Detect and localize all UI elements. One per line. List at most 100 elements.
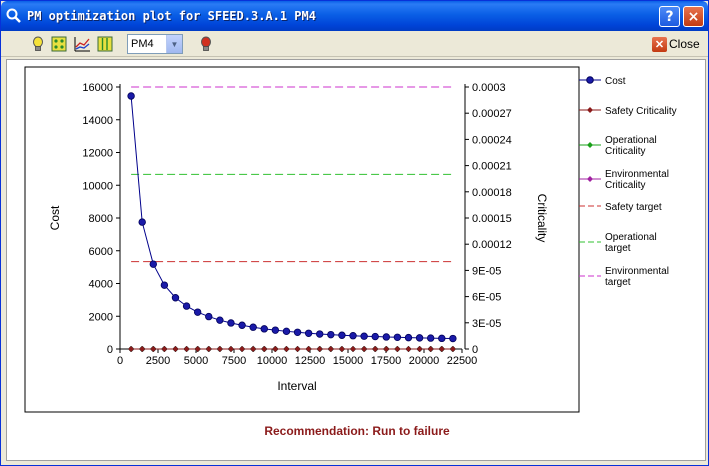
safety-criticality-point[interactable]: [138, 345, 146, 353]
cost-point[interactable]: [382, 333, 391, 341]
chart-frame: [24, 66, 580, 413]
y2-tick-label: 0.00015: [472, 213, 512, 225]
safety-criticality-point[interactable]: [194, 345, 201, 353]
safety-criticality-point[interactable]: [338, 345, 346, 353]
title-bar[interactable]: PM optimization plot for SFEED.3.A.1 PM4…: [1, 1, 708, 31]
cost-point[interactable]: [438, 334, 446, 343]
safety-criticality-point[interactable]: [305, 345, 312, 353]
safety-criticality-point[interactable]: [349, 345, 357, 353]
cost-point[interactable]: [149, 260, 157, 268]
cost-point[interactable]: [360, 332, 368, 340]
x-axis-label: Interval: [277, 379, 316, 393]
legend-safety-criticality-label: Safety Criticality: [605, 106, 677, 117]
safety-criticality-point[interactable]: [227, 345, 235, 353]
safety-criticality-point[interactable]: [183, 345, 190, 353]
window-close-button[interactable]: ×: [683, 6, 704, 27]
cost-point[interactable]: [182, 302, 191, 310]
cost-point[interactable]: [293, 328, 302, 336]
y-tick-label: 12000: [82, 148, 113, 160]
safety-criticality-point[interactable]: [371, 345, 379, 353]
cost-point[interactable]: [205, 312, 213, 321]
pm-select-value: PM4: [131, 38, 154, 50]
cost-point[interactable]: [304, 329, 313, 337]
chart-icon[interactable]: [73, 35, 91, 53]
y2-tick-label: 0.00024: [472, 134, 512, 146]
x-tick-label: 5000: [184, 355, 208, 367]
safety-criticality-point[interactable]: [360, 345, 368, 353]
close-button[interactable]: ✕ Close: [652, 34, 700, 54]
safety-criticality-point[interactable]: [216, 345, 224, 353]
safety-criticality-point[interactable]: [161, 345, 168, 353]
cost-point[interactable]: [338, 331, 346, 339]
help-button[interactable]: ?: [659, 6, 680, 27]
legend-operational-target-label: Operational: [605, 232, 657, 243]
window-title: PM optimization plot for SFEED.3.A.1 PM4: [27, 9, 316, 23]
cost-point[interactable]: [316, 330, 324, 338]
y2-axis-label: Criticality: [535, 194, 549, 243]
safety-criticality-point[interactable]: [327, 345, 335, 353]
y2-tick-label: 9E-05: [472, 265, 501, 277]
cost-point[interactable]: [138, 218, 146, 226]
cost-point[interactable]: [449, 334, 457, 343]
y-tick-label: 14000: [82, 115, 113, 127]
cost-point[interactable]: [193, 308, 202, 316]
cost-point[interactable]: [393, 333, 402, 341]
cost-point[interactable]: [216, 316, 224, 324]
cost-point[interactable]: [371, 332, 379, 341]
safety-criticality-point[interactable]: [127, 345, 135, 353]
safety-criticality-point[interactable]: [150, 345, 157, 353]
chevron-down-icon[interactable]: ▼: [166, 35, 182, 53]
safety-criticality-point[interactable]: [205, 345, 213, 353]
safety-criticality-point[interactable]: [449, 345, 457, 353]
x-tick-label: 0: [117, 355, 123, 367]
grid-icon[interactable]: [50, 35, 68, 53]
magnifier-icon: [6, 8, 21, 23]
x-tick-label: 2500: [146, 355, 170, 367]
traffic-light-icon[interactable]: [197, 35, 215, 53]
close-icon: ✕: [652, 36, 667, 52]
cost-point[interactable]: [227, 319, 235, 327]
cost-point[interactable]: [426, 334, 435, 342]
safety-criticality-point[interactable]: [427, 345, 434, 353]
pm-select[interactable]: PM4 ▼: [127, 34, 183, 54]
safety-criticality-point[interactable]: [172, 345, 179, 353]
cost-point[interactable]: [127, 92, 135, 100]
bulb-icon[interactable]: [29, 35, 47, 53]
safety-criticality-point[interactable]: [294, 345, 301, 353]
safety-criticality-point[interactable]: [416, 345, 423, 353]
cost-point[interactable]: [249, 323, 257, 331]
close-button-label: Close: [669, 37, 700, 51]
pm-optimization-chart: 0 2500 5000 7500 10000 12500 15000 17500 20000 22…: [24, 66, 677, 413]
cost-point[interactable]: [404, 333, 413, 342]
cost-point[interactable]: [327, 330, 335, 339]
safety-criticality-point[interactable]: [383, 345, 390, 353]
cost-point[interactable]: [260, 325, 268, 333]
x-tick-label: 12500: [295, 355, 326, 367]
safety-criticality-point[interactable]: [272, 345, 279, 353]
cost-point[interactable]: [282, 327, 291, 336]
safety-criticality-point[interactable]: [405, 345, 412, 353]
legend-cost-label: Cost: [605, 76, 626, 87]
y2-tick-label: 0.00021: [472, 161, 512, 173]
legend-operational-target-label: target: [605, 243, 631, 254]
safety-criticality-point[interactable]: [438, 345, 446, 353]
cost-point[interactable]: [171, 294, 180, 302]
cost-point[interactable]: [415, 334, 424, 342]
cost-point[interactable]: [271, 326, 280, 334]
safety-criticality-point[interactable]: [238, 345, 246, 353]
columns-icon[interactable]: [96, 35, 114, 53]
safety-criticality-point[interactable]: [260, 345, 268, 353]
legend-operational-criticality-label: Criticality: [605, 146, 646, 157]
safety-criticality-point[interactable]: [249, 345, 257, 353]
safety-criticality-point[interactable]: [283, 345, 290, 353]
cost-point[interactable]: [349, 332, 357, 340]
cost-point[interactable]: [238, 321, 246, 329]
legend-operational-criticality-marker: [587, 142, 593, 148]
cost-point[interactable]: [160, 281, 169, 289]
legend-safety-target-label: Safety target: [605, 202, 662, 213]
toolbar: PM4 ▼ ✕ Close: [1, 31, 708, 57]
safety-criticality-point[interactable]: [394, 345, 401, 353]
y-tick-label: 16000: [82, 82, 113, 94]
safety-criticality-point[interactable]: [316, 345, 324, 353]
y2-tick-label: 0.00012: [472, 239, 512, 251]
